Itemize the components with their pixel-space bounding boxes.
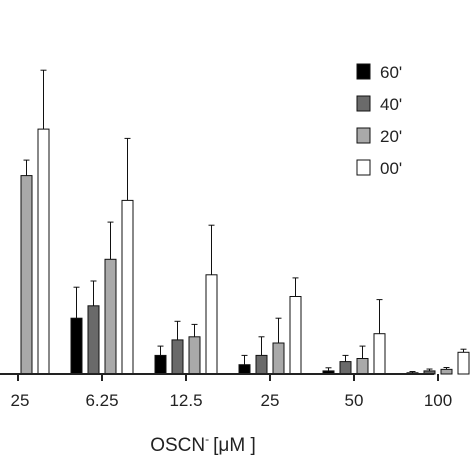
x-tick-label: 6.25 [85, 391, 118, 410]
legend-label: 60' [380, 63, 402, 82]
error-bar-00-0 [40, 69, 47, 130]
bar-00-4 [373, 333, 386, 375]
error-bar-40-5 [426, 368, 433, 371]
x-tick-label: 25 [11, 391, 30, 410]
legend: 60' 40' 20' 00' [356, 63, 402, 178]
error-bar-60-5 [409, 371, 416, 373]
bar-60-2 [154, 354, 167, 375]
bar-40-4 [339, 361, 352, 375]
error-bar-00-5 [460, 348, 467, 353]
bars-layer [20, 69, 470, 375]
error-bar-60-2 [157, 345, 164, 356]
bar-00-3 [289, 296, 302, 375]
error-bar-20-0 [23, 159, 30, 176]
legend-label: 00' [380, 159, 402, 178]
bar-20-0 [20, 175, 33, 375]
bar-20-1 [104, 258, 117, 375]
legend-label: 20' [380, 127, 402, 146]
legend-swatch [356, 63, 371, 80]
bar-60-1 [70, 317, 83, 375]
error-bar-00-3 [292, 277, 299, 297]
bar-00-2 [205, 274, 218, 375]
legend-swatch [356, 95, 371, 112]
error-bar-20-3 [275, 317, 282, 343]
bar-00-0 [37, 128, 50, 375]
error-bar-00-1 [124, 137, 131, 201]
error-bar-20-2 [191, 323, 198, 337]
bar-20-5 [440, 368, 453, 375]
error-bar-60-4 [325, 367, 332, 371]
x-tick-label: 50 [345, 391, 364, 410]
legend-swatch [356, 159, 371, 176]
legend-label: 40' [380, 95, 402, 114]
error-bar-40-4 [342, 354, 349, 362]
error-bar-60-3 [241, 354, 248, 365]
error-bar-40-3 [258, 336, 265, 356]
x-ticks-layer: 25 6.25 12.5 25 50 100 [11, 374, 452, 410]
bar-00-5 [457, 351, 470, 375]
bar-20-4 [356, 358, 369, 375]
x-tick-label: 25 [261, 391, 280, 410]
x-axis-title: OSCN- [μM ] [150, 432, 256, 456]
bar-40-2 [171, 339, 184, 375]
bar-20-3 [272, 342, 285, 375]
error-bar-00-2 [208, 224, 215, 275]
bar-40-3 [255, 354, 268, 375]
error-bar-20-5 [443, 366, 450, 370]
error-bar-40-2 [174, 320, 181, 340]
legend-swatch [356, 127, 371, 144]
error-bar-00-4 [376, 299, 383, 334]
error-bar-40-1 [90, 280, 97, 306]
bar-40-1 [87, 305, 100, 375]
x-tick-label: 100 [424, 391, 452, 410]
bar-60-3 [238, 364, 251, 375]
bar-20-2 [188, 336, 201, 375]
error-bar-20-4 [359, 345, 366, 359]
error-bar-20-1 [107, 221, 114, 260]
x-tick-label: 12.5 [169, 391, 202, 410]
bar-00-1 [121, 199, 134, 375]
error-bar-60-1 [73, 286, 80, 319]
